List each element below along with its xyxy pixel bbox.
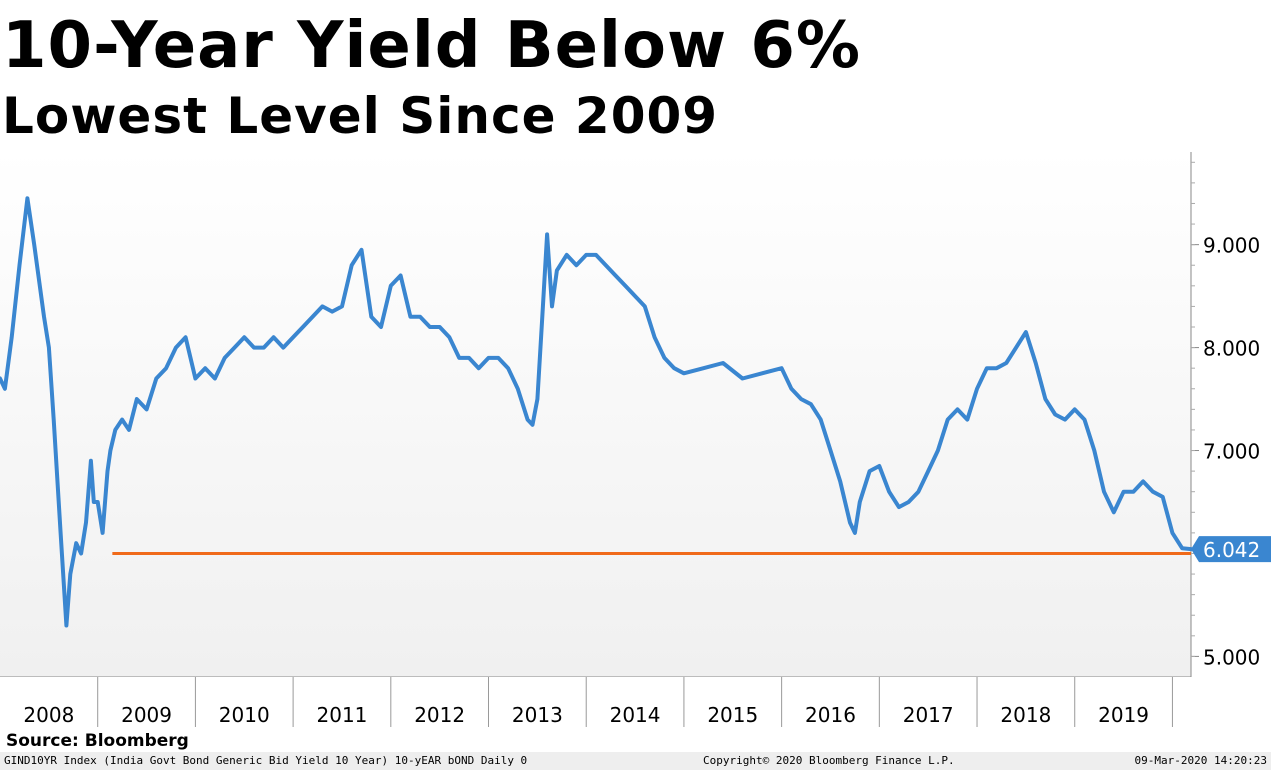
x-tick-label: 2009: [121, 703, 172, 727]
y-tick-label: 8.000: [1203, 337, 1260, 361]
source-note: Source: Bloomberg: [6, 731, 189, 751]
last-value-badge: [1191, 536, 1271, 563]
footer-timestamp: 09-Mar-2020 14:20:23: [1134, 754, 1267, 767]
x-axis-band: [0, 677, 1191, 728]
y-axis-ticks: 5.000 7.000 8.000 9.000: [1191, 161, 1260, 669]
footer-bar: GIND10YR Index (India Govt Bond Generic …: [0, 752, 1271, 770]
x-axis-ticks: 2008 2009 2010 2011 2012 2013 2014 2015 2016 2017…: [23, 677, 1173, 727]
x-tick-label: 2019: [1098, 703, 1149, 727]
y-tick-label: 9.000: [1203, 234, 1260, 258]
x-tick-label: 2017: [903, 703, 954, 727]
chart-title: 10-Year Yield Below 6%: [2, 9, 861, 83]
y-tick-label: 7.000: [1203, 440, 1260, 464]
x-tick-label: 2015: [707, 703, 758, 727]
y-tick-label: 5.000: [1203, 645, 1260, 669]
last-value-layer: 6.042: [1191, 536, 1271, 563]
x-tick-label: 2011: [317, 703, 368, 727]
last-value-label: 6.042: [1203, 538, 1260, 562]
plot-area: [0, 150, 1191, 677]
footer-left-text: GIND10YR Index (India Govt Bond Generic …: [4, 754, 528, 767]
x-tick-label: 2008: [23, 703, 74, 727]
yield-series-line: [0, 196, 1193, 628]
x-tick-label: 2010: [219, 703, 270, 727]
footer-copyright: Copyright© 2020 Bloomberg Finance L.P.: [703, 754, 955, 767]
x-tick-label: 2014: [610, 703, 661, 727]
x-tick-label: 2013: [512, 703, 563, 727]
x-tick-label: 2016: [805, 703, 856, 727]
chart-subtitle: Lowest Level Since 2009: [2, 87, 719, 145]
x-tick-label: 2012: [414, 703, 465, 727]
series-layer: [0, 196, 1193, 628]
x-tick-label: 2018: [1000, 703, 1051, 727]
